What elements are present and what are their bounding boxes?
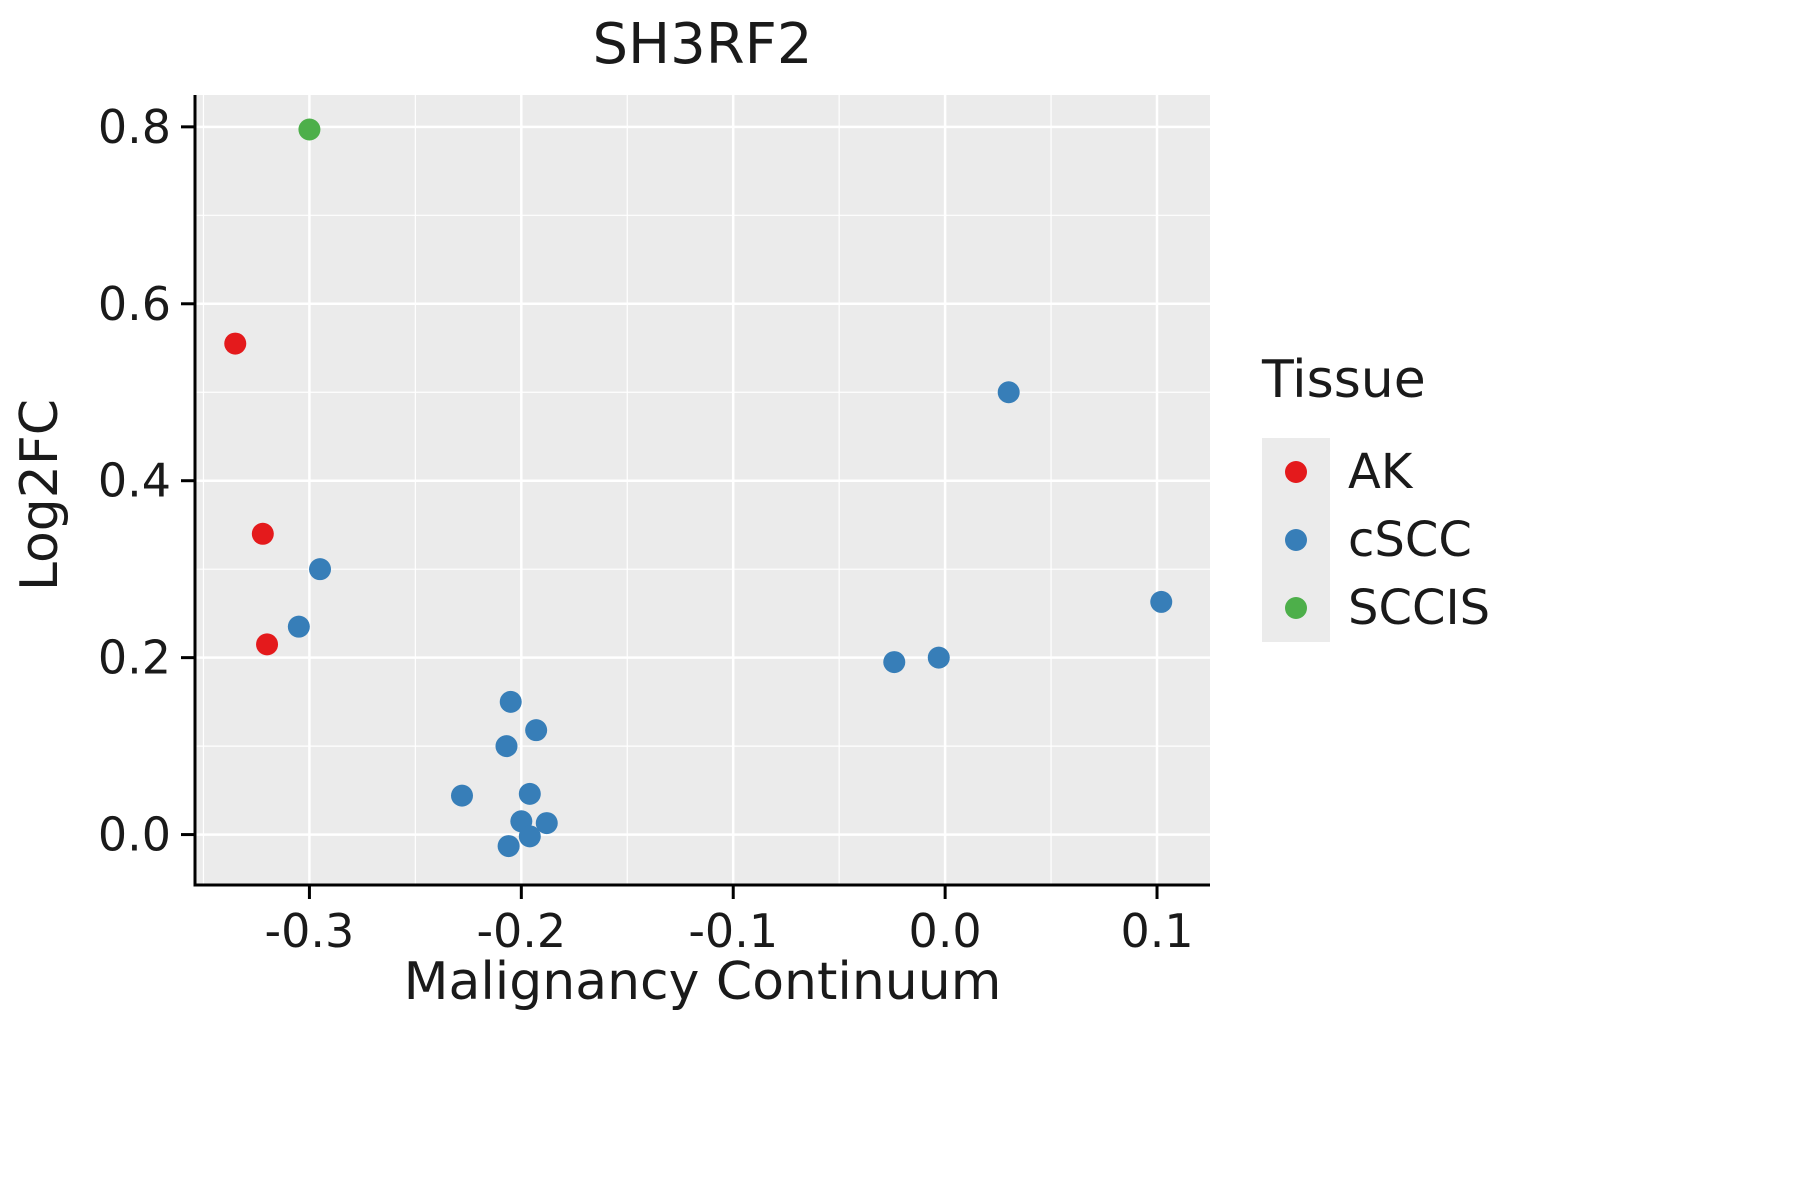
x-tick-label: -0.3 — [265, 904, 355, 958]
data-point-AK — [251, 522, 274, 545]
data-point-AK — [224, 332, 247, 355]
legend-key — [1262, 574, 1330, 642]
chart-title: SH3RF2 — [592, 12, 813, 77]
legend-items: AK cSCC SCCIS — [1262, 438, 1682, 642]
data-point-cSCC — [883, 651, 906, 674]
data-point-cSCC — [309, 558, 332, 581]
legend-item-SCCIS: SCCIS — [1262, 574, 1682, 642]
x-tick-label: -0.1 — [688, 904, 778, 958]
y-tick-label: 0.2 — [98, 631, 171, 685]
legend-item-AK: AK — [1262, 438, 1682, 506]
legend-item-label: SCCIS — [1348, 580, 1491, 636]
legend-dot-icon — [1285, 597, 1307, 619]
data-point-cSCC — [535, 812, 558, 835]
x-axis-label: Malignancy Continuum — [403, 952, 1002, 1012]
data-point-cSCC — [518, 825, 541, 848]
y-axis-label: Log2FC — [10, 398, 70, 592]
legend-key — [1262, 438, 1330, 506]
data-point-cSCC — [525, 719, 548, 742]
legend-item-label: cSCC — [1348, 512, 1472, 568]
legend-title: Tissue — [1262, 350, 1426, 410]
data-point-AK — [256, 633, 279, 656]
y-tick-label: 0.6 — [98, 277, 171, 331]
x-tick-label: -0.2 — [476, 904, 566, 958]
x-tick-label: 0.1 — [1120, 904, 1193, 958]
legend-item-label: AK — [1348, 444, 1413, 500]
x-tick-label: 0.0 — [909, 904, 982, 958]
plot-panel — [195, 95, 1210, 885]
data-point-cSCC — [1150, 590, 1173, 613]
data-point-cSCC — [997, 381, 1020, 404]
data-point-cSCC — [287, 615, 310, 638]
data-point-cSCC — [499, 690, 522, 713]
legend-item-cSCC: cSCC — [1262, 506, 1682, 574]
legend-key — [1262, 506, 1330, 574]
y-tick-label: 0.8 — [98, 100, 171, 154]
data-point-cSCC — [450, 784, 473, 807]
data-point-cSCC — [495, 735, 518, 758]
legend-dot-icon — [1285, 529, 1307, 551]
legend-dot-icon — [1285, 461, 1307, 483]
data-point-cSCC — [497, 835, 520, 858]
y-tick-label: 0.0 — [98, 808, 171, 862]
data-point-SCCIS — [298, 118, 321, 141]
y-tick-label: 0.4 — [98, 454, 171, 508]
legend: Tissue AK cSCC SCCIS — [1262, 350, 1682, 642]
data-point-cSCC — [518, 782, 541, 805]
data-point-cSCC — [927, 646, 950, 669]
